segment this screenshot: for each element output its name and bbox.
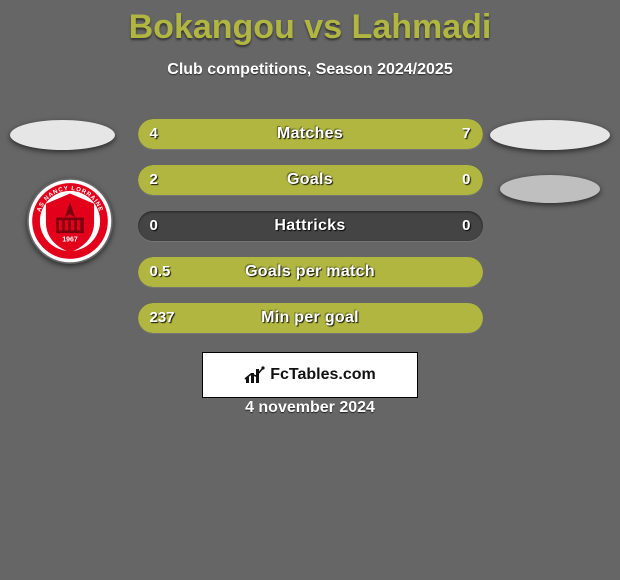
stat-value-left: 0 <box>150 211 158 241</box>
stat-label: Min per goal <box>138 303 483 333</box>
page-subtitle: Club competitions, Season 2024/2025 <box>0 61 620 79</box>
stat-row: Hattricks0 0 <box>138 211 483 241</box>
stat-row: Matches4 7 <box>138 119 483 149</box>
stat-label: Goals per match <box>138 257 483 287</box>
stat-row: Goals2 0 <box>138 165 483 195</box>
club-year: 1967 <box>62 237 77 244</box>
bars-icon <box>244 365 266 385</box>
shield-icon: 1967 AS NANCY LORRAINE <box>27 178 113 264</box>
stat-value-right: 7 <box>462 119 470 149</box>
stat-row: Goals per match0.5 <box>138 257 483 287</box>
date-label: 4 november 2024 <box>0 399 620 417</box>
source-badge[interactable]: FcTables.com <box>202 352 418 398</box>
player-right-avatar <box>490 120 610 150</box>
player-left-avatar <box>10 120 115 150</box>
page-title: Bokangou vs Lahmadi <box>0 0 620 47</box>
stat-value-right: 0 <box>462 211 470 241</box>
stat-label: Matches <box>138 119 483 149</box>
stat-value-left: 237 <box>150 303 175 333</box>
stat-value-left: 0.5 <box>150 257 171 287</box>
stat-value-right: 0 <box>462 165 470 195</box>
stat-value-left: 2 <box>150 165 158 195</box>
club-left-logo: 1967 AS NANCY LORRAINE <box>27 178 113 264</box>
stat-value-left: 4 <box>150 119 158 149</box>
stat-row: Min per goal237 <box>138 303 483 333</box>
club-right-placeholder <box>500 175 600 203</box>
source-badge-text: FcTables.com <box>270 366 376 384</box>
stat-label: Hattricks <box>138 211 483 241</box>
stat-label: Goals <box>138 165 483 195</box>
